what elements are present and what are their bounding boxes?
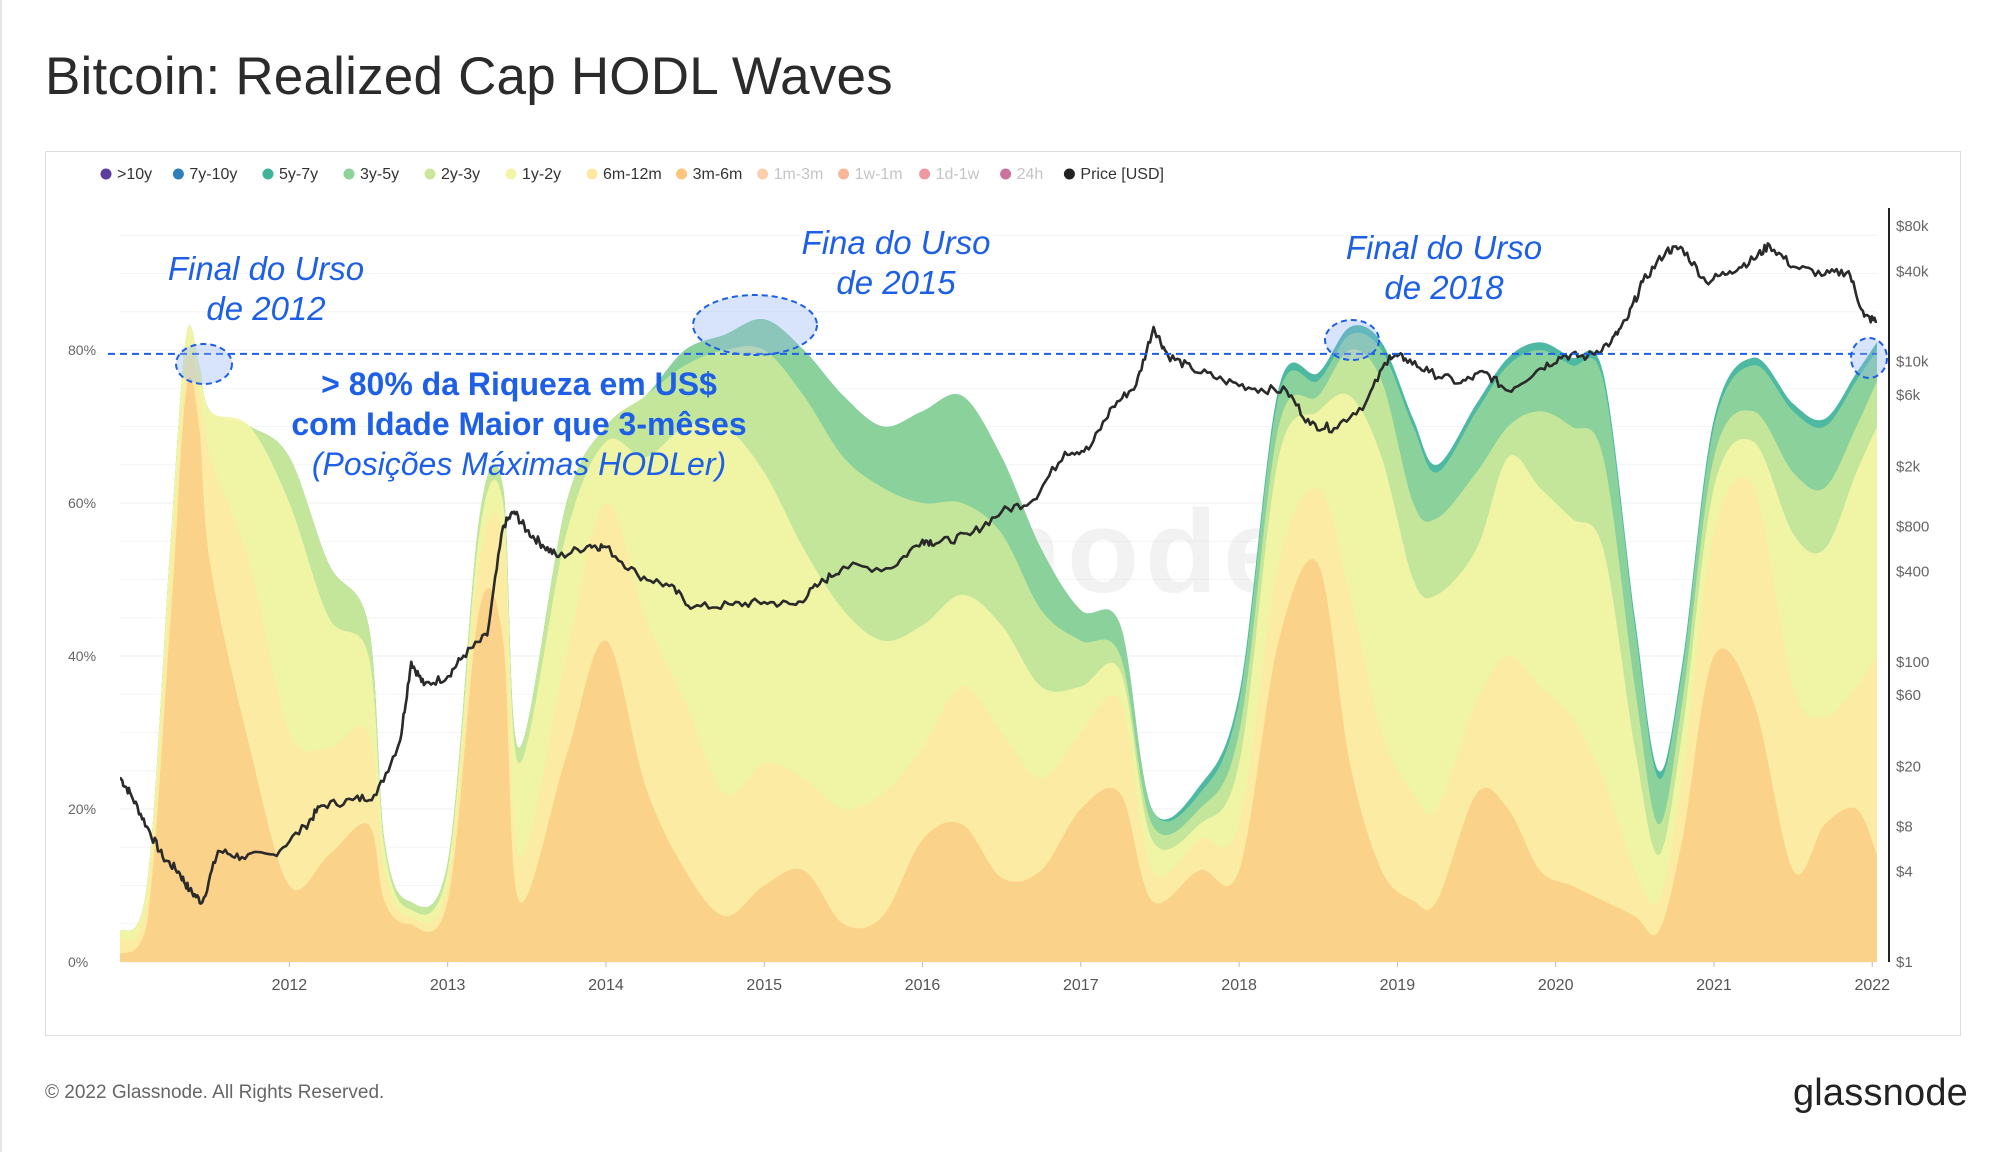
legend-item-1[interactable]: 7y-10y xyxy=(172,166,238,183)
y-right-tick-label: $400 xyxy=(1896,563,1929,580)
y-right-tick-label: $4 xyxy=(1896,864,1913,881)
legend-marker-icon xyxy=(838,168,850,180)
legend-label: 2y-3y xyxy=(441,166,480,183)
y-left-tick-label: 20% xyxy=(68,801,96,817)
legend-label: 7y-10y xyxy=(189,166,237,183)
x-tick-label: 2015 xyxy=(746,977,782,994)
glassnode-logo: glassnode xyxy=(1792,1072,1968,1114)
legend-item-4[interactable]: 2y-3y xyxy=(424,166,481,183)
legend-item-12[interactable]: Price [USD] xyxy=(1063,166,1164,183)
hodl-waves-chart: >10y 7y-10y 5y-7y 3y-5y 2y-3y 1y-2y 6m-12m 3m-6… xyxy=(68,166,1929,994)
callout-line-2: com Idade Maior que 3-mêses xyxy=(291,406,746,442)
y-right-tick-label: $20 xyxy=(1896,759,1921,776)
legend-marker-icon xyxy=(586,168,598,180)
x-tick-label: 2012 xyxy=(272,977,308,994)
callout-line-1: > 80% da Riqueza em US$ xyxy=(321,366,717,402)
highlight-2018-ellipse xyxy=(1324,319,1380,361)
legend-label: 1w-1m xyxy=(855,166,903,183)
y-right-tick-label: $800 xyxy=(1896,518,1929,535)
legend-label: 3y-5y xyxy=(360,166,399,183)
legend-marker-icon xyxy=(919,168,931,180)
x-tick-label: 2020 xyxy=(1538,977,1574,994)
y-right-tick-label: $40k xyxy=(1896,263,1929,280)
page-title: Bitcoin: Realized Cap HODL Waves xyxy=(45,47,893,106)
y-axis-right: $1 $4 $8 $20 $60 $100 $400 $800 $2k $6k $10k $40k $8… xyxy=(1896,218,1929,971)
y-axis-left: 0% 20% 40% 60% 80% xyxy=(68,342,96,970)
legend-marker-icon xyxy=(505,168,517,180)
x-tick-label: 2016 xyxy=(905,977,941,994)
y-right-tick-label: $60 xyxy=(1896,687,1921,704)
price-line-group xyxy=(120,242,1877,905)
legend-item-9[interactable]: 1w-1m xyxy=(838,166,903,183)
x-tick-label: 2018 xyxy=(1221,977,1257,994)
y-left-tick-label: 40% xyxy=(68,648,96,664)
legend-item-8[interactable]: 1m-3m xyxy=(757,166,823,183)
legend-item-0[interactable]: >10y xyxy=(100,166,153,183)
legend-item-10[interactable]: 1d-1w xyxy=(919,166,980,183)
annotation-bear-2018-line2: de 2018 xyxy=(1384,269,1504,306)
price-line xyxy=(120,242,1877,905)
legend-marker-icon xyxy=(757,168,769,180)
y-right-tick-label: $100 xyxy=(1896,654,1929,671)
annotation-bear-2012-line2: de 2012 xyxy=(206,290,325,327)
annotation-bear-2012-line1: Final do Urso xyxy=(168,250,364,287)
copyright-text: © 2022 Glassnode. All Rights Reserved. xyxy=(45,1082,385,1103)
hodl-wave-areas xyxy=(120,319,1877,962)
legend-marker-icon xyxy=(676,168,688,180)
y-right-tick-label: $2k xyxy=(1896,459,1921,476)
x-tick-label: 2022 xyxy=(1854,977,1890,994)
y-right-tick-label: $8 xyxy=(1896,818,1913,835)
x-tick-label: 2014 xyxy=(588,977,624,994)
legend-item-5[interactable]: 1y-2y xyxy=(505,166,562,183)
x-tick-label: 2013 xyxy=(430,977,466,994)
y-right-tick-label: $10k xyxy=(1896,354,1929,371)
callout-line-3: (Posições Máximas HODLer) xyxy=(312,446,726,482)
y-right-tick-label: $1 xyxy=(1896,954,1913,971)
legend-marker-icon xyxy=(172,168,184,180)
legend-label: Price [USD] xyxy=(1080,166,1164,183)
legend-marker-icon xyxy=(343,168,355,180)
legend-marker-icon xyxy=(262,168,274,180)
page-left-edge xyxy=(0,0,2,1152)
legend-item-11[interactable]: 24h xyxy=(1000,166,1043,183)
area-3m6m xyxy=(120,376,1877,962)
legend-label: 1y-2y xyxy=(522,166,561,183)
legend-label: 3m-6m xyxy=(693,166,743,183)
x-tick-label: 2017 xyxy=(1063,977,1099,994)
highlight-2022-ellipse xyxy=(1850,337,1888,379)
highlight-2015-ellipse xyxy=(692,294,818,356)
y-left-tick-label: 80% xyxy=(68,342,96,358)
legend-label: 5y-7y xyxy=(279,166,318,183)
chart-panel: >10y 7y-10y 5y-7y 3y-5y 2y-3y 1y-2y 6m-12m 3m-6… xyxy=(45,151,1961,1036)
legend-label: 1d-1w xyxy=(936,166,980,183)
legend-label: 24h xyxy=(1017,166,1044,183)
y-right-tick-label: $6k xyxy=(1896,387,1921,404)
legend-label: 6m-12m xyxy=(603,166,662,183)
x-tick-label: 2021 xyxy=(1696,977,1732,994)
annotation-bear-2015-line1: Fina do Urso xyxy=(802,224,991,261)
legend-item-2[interactable]: 5y-7y xyxy=(262,166,319,183)
legend-item-7[interactable]: 3m-6m xyxy=(676,166,742,183)
y-left-tick-label: 0% xyxy=(68,954,88,970)
legend-item-3[interactable]: 3y-5y xyxy=(343,166,400,183)
highlight-2012-ellipse xyxy=(175,343,233,385)
legend-label: 1m-3m xyxy=(774,166,824,183)
legend-marker-icon xyxy=(1000,168,1012,180)
legend-marker-icon xyxy=(1063,168,1075,180)
annotation-bear-2018-line1: Final do Urso xyxy=(1346,229,1542,266)
legend-label: >10y xyxy=(117,166,152,183)
y-left-tick-label: 60% xyxy=(68,495,96,511)
x-tick-label: 2019 xyxy=(1380,977,1416,994)
legend-marker-icon xyxy=(424,168,436,180)
chart-legend: >10y 7y-10y 5y-7y 3y-5y 2y-3y 1y-2y 6m-12m 3m-6… xyxy=(100,166,1164,183)
legend-item-6[interactable]: 6m-12m xyxy=(586,166,662,183)
legend-marker-icon xyxy=(100,168,112,180)
x-axis: 2012 2013 2014 2015 2016 2017 2018 2019 2020 2021… xyxy=(272,962,1890,994)
annotation-bear-2015-line2: de 2015 xyxy=(836,264,956,301)
y-right-tick-label: $80k xyxy=(1896,218,1929,235)
